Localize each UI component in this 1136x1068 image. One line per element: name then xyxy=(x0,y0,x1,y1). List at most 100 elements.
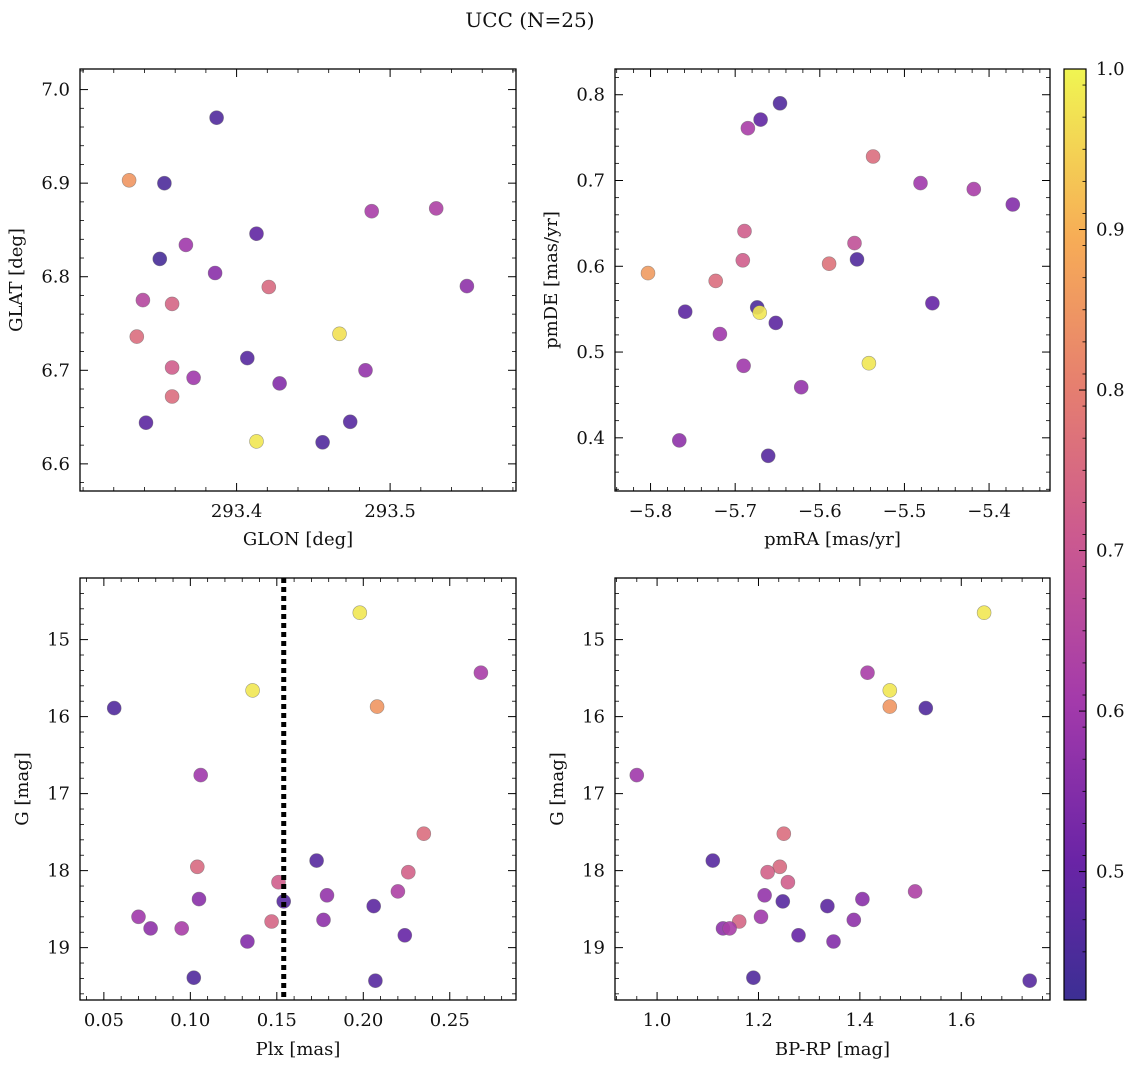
x-tick-label: −5.4 xyxy=(967,501,1011,522)
scatter-point xyxy=(249,226,264,241)
axes-frame xyxy=(79,577,517,1001)
scatter-point xyxy=(352,605,368,621)
scatter-point xyxy=(736,358,751,374)
y-tick-label: 16 xyxy=(47,707,70,728)
scatter-point xyxy=(131,909,146,925)
y-tick-label: 0.7 xyxy=(576,171,605,192)
x-tick-label: 1.0 xyxy=(643,1010,672,1031)
scatter-point xyxy=(918,700,934,716)
scatter-point xyxy=(712,326,728,342)
scatter-point xyxy=(860,665,875,681)
scatter-point xyxy=(775,894,791,909)
points-glon-glat xyxy=(121,110,475,450)
scatter-point xyxy=(793,379,809,395)
scatter-point xyxy=(164,389,180,404)
scatter-point xyxy=(240,934,255,949)
y-tick-label: 0.5 xyxy=(576,342,605,363)
y-axis-label: GLAT [deg] xyxy=(6,228,27,332)
scatter-point xyxy=(390,884,406,899)
scatter-point xyxy=(473,665,489,681)
scatter-point xyxy=(309,853,324,868)
scatter-point xyxy=(428,201,444,216)
scatter-point xyxy=(855,891,870,907)
scatter-point xyxy=(191,891,207,907)
scatter-point xyxy=(174,921,189,936)
y-tick-label: 15 xyxy=(47,630,70,651)
points-pm xyxy=(640,96,1021,464)
scatter-point xyxy=(1005,197,1021,212)
x-tick-label: −5.8 xyxy=(629,501,673,522)
scatter-point xyxy=(760,864,775,880)
scatter-point xyxy=(849,252,865,267)
y-axis-label: G [mag] xyxy=(12,752,33,825)
scatter-point xyxy=(907,884,923,899)
colorbar-ticks: 0.5 0.6 0.7 0.8 0.9 1.0 xyxy=(1079,59,1125,953)
scatter-point xyxy=(315,434,330,450)
scatter-point xyxy=(129,329,145,344)
scatter-point xyxy=(861,355,877,371)
scatter-point xyxy=(776,826,792,842)
scatter-point xyxy=(746,970,761,986)
points-plx-g xyxy=(106,605,489,989)
scatter-point xyxy=(138,415,154,431)
y-axis-label: pmDE [mas/yr] xyxy=(541,211,562,349)
scatter-point xyxy=(865,149,881,164)
scatter-point xyxy=(752,305,768,320)
axes-frame xyxy=(614,68,1051,492)
scatter-point xyxy=(705,853,721,868)
x-tick-label: 0.15 xyxy=(257,1010,297,1031)
scatter-point xyxy=(240,350,255,366)
x-tick-label: −5.6 xyxy=(798,501,842,522)
y-tick-label: 7.0 xyxy=(41,80,70,101)
scatter-point xyxy=(152,251,168,267)
scatter-point xyxy=(753,909,769,925)
scatter-point xyxy=(1022,973,1037,989)
scatter-point xyxy=(342,414,358,430)
x-axis-label: pmRA [mas/yr] xyxy=(764,529,901,550)
colorbar: 0.5 0.6 0.7 0.8 0.9 1.0 xyxy=(1063,59,1125,1001)
x-tick-label: 0.05 xyxy=(84,1010,124,1031)
y-tick-label: 19 xyxy=(47,938,70,959)
x-tick-label: 1.6 xyxy=(947,1010,976,1031)
scatter-point xyxy=(629,767,645,783)
y-tick-label: 0.6 xyxy=(576,256,605,277)
scatter-point xyxy=(416,826,432,842)
scatter-point xyxy=(760,448,776,464)
x-axis-label: Plx [mas] xyxy=(256,1039,341,1060)
scatter-point xyxy=(261,279,277,295)
x-tick-label: 0.25 xyxy=(430,1010,470,1031)
x-axis-label: GLON [deg] xyxy=(243,529,353,550)
scatter-point xyxy=(207,265,223,281)
scatter-point xyxy=(826,934,841,949)
scatter-point xyxy=(913,175,928,191)
y-tick-label: 6.7 xyxy=(41,360,70,381)
scatter-point xyxy=(121,173,137,188)
colorbar-tick-label: 0.7 xyxy=(1096,541,1125,562)
scatter-point xyxy=(397,927,413,943)
scatter-point xyxy=(369,699,385,714)
y-tick-label: 6.6 xyxy=(41,454,70,475)
scatter-point xyxy=(272,376,287,391)
colorbar-tick-label: 0.5 xyxy=(1096,862,1125,883)
y-tick-label: 17 xyxy=(47,784,70,805)
scatter-point xyxy=(368,973,383,989)
panel-cmd: 1.0 1.2 1.4 1.6 15 16 17 18 19 BP-RP [mag] G [mag] xyxy=(547,577,1051,1060)
x-tick-label: 293.4 xyxy=(211,501,263,522)
scatter-point xyxy=(264,914,279,929)
panel-pm: −5.8 −5.7 −5.6 −5.5 −5.4 0.4 0.5 0.6 0.7 0.8 pmRA … xyxy=(541,68,1051,550)
x-tick-label: −5.7 xyxy=(713,501,757,522)
scatter-point xyxy=(753,112,768,127)
colorbar-tick-label: 1.0 xyxy=(1096,59,1125,80)
x-tick-label: 293.5 xyxy=(364,501,416,522)
x-tick-label: 1.4 xyxy=(846,1010,875,1031)
scatter-point xyxy=(737,223,752,239)
colorbar-tick-label: 0.6 xyxy=(1096,701,1125,722)
scatter-point xyxy=(966,181,982,197)
x-axis-label: BP-RP [mag] xyxy=(775,1039,890,1060)
scatter-point xyxy=(882,683,898,698)
x-tick-label: 0.10 xyxy=(170,1010,210,1031)
y-tick-label: 18 xyxy=(47,861,70,882)
scatter-point xyxy=(164,360,180,375)
y-axis-label: G [mag] xyxy=(547,752,568,825)
